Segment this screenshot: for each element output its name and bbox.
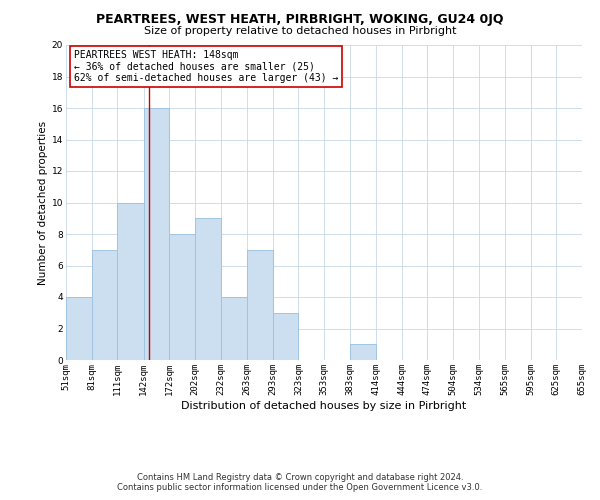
- Text: Contains HM Land Registry data © Crown copyright and database right 2024.
Contai: Contains HM Land Registry data © Crown c…: [118, 473, 482, 492]
- Bar: [144, 108, 169, 360]
- Y-axis label: Number of detached properties: Number of detached properties: [38, 120, 47, 284]
- Bar: [195, 218, 221, 360]
- Bar: [117, 202, 144, 360]
- X-axis label: Distribution of detached houses by size in Pirbright: Distribution of detached houses by size …: [181, 400, 467, 410]
- Bar: [273, 313, 298, 360]
- Text: Size of property relative to detached houses in Pirbright: Size of property relative to detached ho…: [144, 26, 456, 36]
- Text: PEARTREES WEST HEATH: 148sqm
← 36% of detached houses are smaller (25)
62% of se: PEARTREES WEST HEATH: 148sqm ← 36% of de…: [74, 50, 338, 83]
- Bar: [92, 250, 117, 360]
- Bar: [221, 297, 247, 360]
- Text: PEARTREES, WEST HEATH, PIRBRIGHT, WOKING, GU24 0JQ: PEARTREES, WEST HEATH, PIRBRIGHT, WOKING…: [96, 12, 504, 26]
- Bar: [169, 234, 195, 360]
- Bar: [247, 250, 273, 360]
- Bar: [350, 344, 376, 360]
- Bar: [66, 297, 92, 360]
